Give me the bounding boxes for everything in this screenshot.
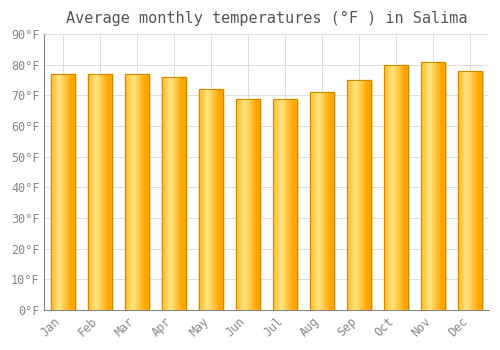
Bar — [51, 74, 75, 310]
Bar — [162, 77, 186, 310]
Title: Average monthly temperatures (°F ) in Salima: Average monthly temperatures (°F ) in Sa… — [66, 11, 468, 26]
Bar — [199, 89, 223, 310]
Bar — [88, 74, 112, 310]
Bar — [347, 80, 372, 310]
Bar — [273, 98, 297, 310]
Bar — [458, 71, 482, 310]
Bar — [310, 92, 334, 310]
Bar — [125, 74, 149, 310]
Bar — [236, 98, 260, 310]
Bar — [422, 62, 446, 310]
Bar — [384, 65, 408, 310]
